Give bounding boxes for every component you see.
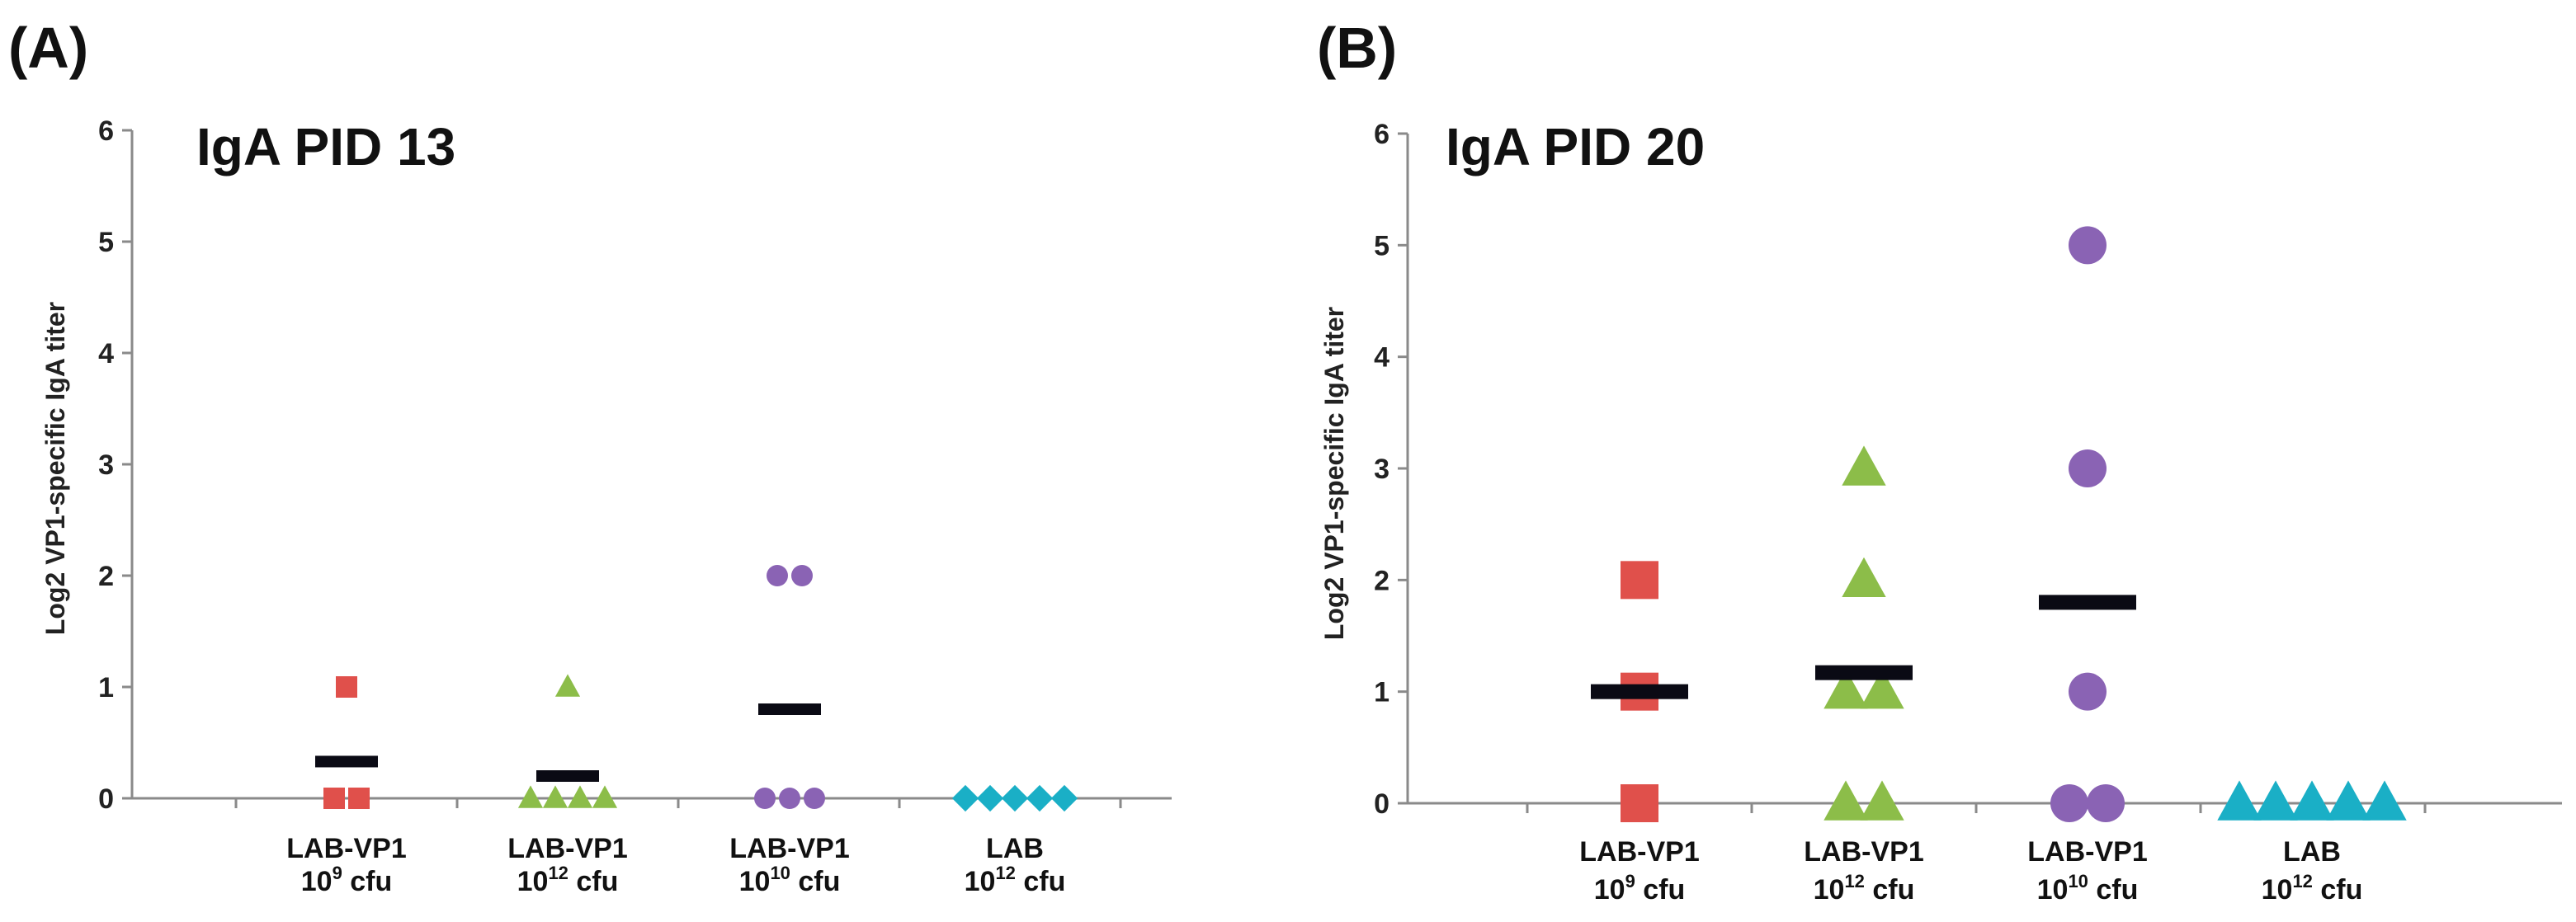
category-dose: 1012 cfu: [1814, 871, 1915, 906]
y-tick-label: 0: [1374, 788, 1389, 820]
y-tick-label: 5: [1374, 230, 1389, 261]
data-point: [348, 788, 370, 809]
y-tick-label: 4: [1374, 342, 1389, 374]
y-tick-label: 2: [1374, 565, 1389, 596]
data-point: [2362, 780, 2407, 821]
mean-bar: [1815, 665, 1913, 680]
data-point: [1842, 557, 1886, 598]
data-point: [323, 788, 345, 809]
mean-bar: [1591, 684, 1688, 699]
data-point: [1860, 780, 1904, 821]
data-point: [791, 565, 813, 586]
category-dose: 1012 cfu: [517, 863, 619, 897]
data-point: [779, 788, 800, 809]
y-tick-label: 3: [98, 449, 114, 481]
chart-title: IgA PID 13: [196, 117, 455, 176]
data-point: [1001, 784, 1029, 812]
data-point: [767, 565, 788, 586]
y-tick-label: 1: [98, 672, 114, 703]
data-point: [2253, 780, 2298, 821]
y-tick-label: 4: [98, 338, 114, 369]
y-tick-label: 5: [98, 227, 114, 258]
data-point: [2290, 780, 2334, 821]
category-label: LAB-VP1: [1804, 836, 1923, 868]
data-point: [2069, 672, 2107, 711]
y-tick-label: 2: [98, 561, 114, 592]
mean-bar: [2039, 595, 2136, 610]
y-tick-label: 1: [1374, 677, 1389, 708]
data-point: [567, 785, 593, 808]
data-point: [951, 784, 979, 812]
category-label: LAB-VP1: [507, 833, 627, 864]
panel-a: (A) IgA PID 13 Log2 VP1-specific IgA tit…: [8, 16, 1172, 897]
data-point: [554, 674, 581, 697]
data-point: [2050, 784, 2088, 822]
data-point: [754, 788, 776, 809]
mean-bar: [536, 770, 599, 782]
category-label: LAB-VP1: [1579, 836, 1699, 868]
data-point: [592, 785, 618, 808]
category-label: LAB-VP1: [286, 833, 406, 864]
data-point: [1621, 561, 1658, 600]
category-label: LAB-VP1: [729, 833, 849, 864]
category-dose: 1012 cfu: [965, 863, 1066, 897]
data-point: [976, 784, 1004, 812]
mean-bar: [315, 755, 378, 768]
data-point: [1842, 445, 1886, 486]
data-point: [1823, 780, 1868, 821]
y-axis-label: Log2 VP1-specific IgA titer: [1319, 307, 1349, 640]
data-point: [1860, 669, 1904, 709]
data-point: [804, 788, 825, 809]
category-dose: 109 cfu: [1594, 871, 1686, 906]
data-point: [1823, 669, 1868, 709]
data-point: [2326, 780, 2371, 821]
category-label: LAB: [2283, 836, 2341, 868]
y-tick-label: 6: [1374, 119, 1389, 150]
data-point: [1050, 784, 1078, 812]
data-point: [542, 785, 569, 808]
category-dose: 109 cfu: [301, 863, 393, 897]
y-tick-label: 3: [1374, 454, 1389, 485]
y-axis-label: Log2 VP1-specific IgA titer: [40, 302, 70, 635]
data-point: [2087, 784, 2125, 822]
category-dose: 1012 cfu: [2262, 871, 2363, 906]
data-point: [1026, 784, 1054, 812]
data-point: [336, 676, 357, 698]
data-point: [2069, 226, 2107, 265]
y-tick-label: 6: [98, 115, 114, 147]
mean-bar: [758, 703, 821, 715]
y-tick-label: 0: [98, 783, 114, 815]
data-point: [2069, 449, 2107, 487]
category-label: LAB-VP1: [2027, 836, 2147, 868]
data-point: [1621, 784, 1658, 822]
data-point: [2217, 780, 2262, 821]
category-label: LAB: [986, 833, 1044, 864]
panel-label: (B): [1317, 16, 1397, 80]
panel-label: (A): [8, 16, 88, 80]
data-point: [517, 785, 544, 808]
chart-title: IgA PID 20: [1446, 117, 1705, 176]
category-dose: 1010 cfu: [739, 863, 841, 897]
panel-b: (B) IgA PID 20 Log2 VP1-specific IgA tit…: [1317, 16, 2562, 906]
category-dose: 1010 cfu: [2037, 871, 2139, 906]
